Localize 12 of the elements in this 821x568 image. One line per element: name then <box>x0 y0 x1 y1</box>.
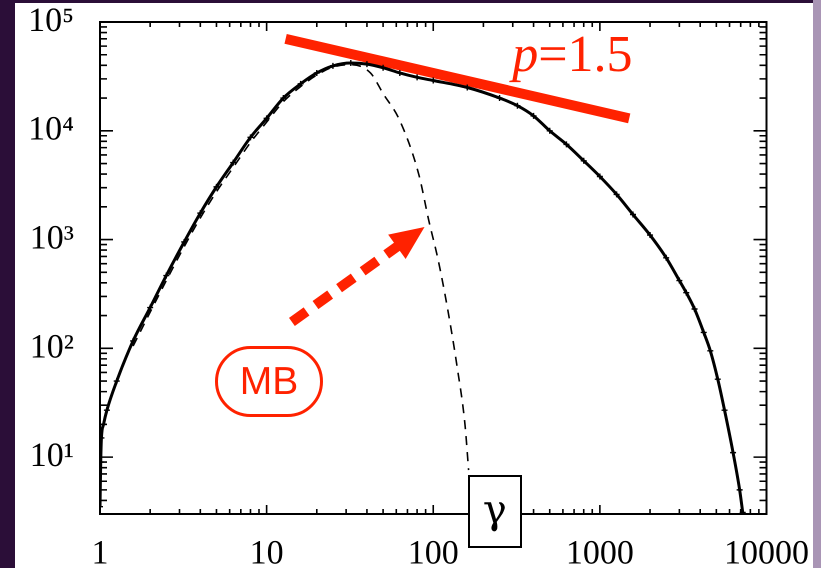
x-axis-title: γ <box>482 486 507 532</box>
x-tick-label: 10000 <box>724 534 809 568</box>
x-tick-label: 100 <box>408 534 459 568</box>
y-tick-label: 10⁴ <box>28 110 74 148</box>
y-tick-label: 10¹ <box>30 437 74 474</box>
y-tick-label: 10⁵ <box>28 2 74 39</box>
x-tick-label: 1 <box>92 534 108 568</box>
x-tick-label: 10 <box>250 534 284 568</box>
x-tick-label: 1000 <box>566 534 634 568</box>
y-tick-label: 10² <box>30 328 74 366</box>
y-tick-label: 10³ <box>30 219 74 256</box>
annotation: MB <box>240 360 298 403</box>
